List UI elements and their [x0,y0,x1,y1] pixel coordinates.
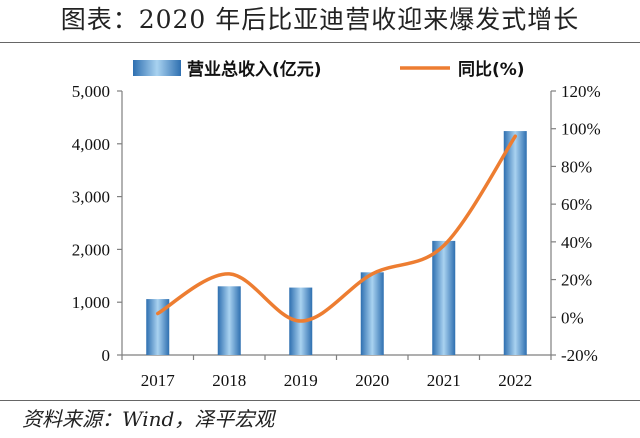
legend-bar-label: 营业总收入(亿元) [187,59,322,80]
x-tick-label: 2017 [141,371,176,390]
right-tick-label: -20% [561,346,598,365]
title-divider [0,42,640,43]
revenue-bar [217,286,241,355]
left-tick-label: 0 [102,346,111,365]
right-tick-label: 120% [561,82,601,101]
legend-line-label: 同比(%) [458,59,525,80]
right-tick-label: 100% [561,120,601,139]
x-tick-label: 2019 [284,371,318,390]
chart-legend: 营业总收入(亿元) 同比(%) [133,59,525,80]
chart-canvas: 营业总收入(亿元) 同比(%) 0 1,000 2,000 3,000 4,000 5,0… [72,59,601,390]
x-tick-label: 2022 [498,371,532,390]
revenue-bar [360,272,384,355]
legend-bar-swatch [133,60,181,76]
source-divider [0,400,640,401]
left-tick-label: 2,000 [72,240,110,259]
right-tick-label: 0% [561,308,584,327]
right-tick-label: 40% [561,233,592,252]
left-tick-label: 1,000 [72,293,110,312]
revenue-bar [146,299,170,355]
x-tick-label: 2021 [427,371,461,390]
right-tick-label: 60% [561,195,592,214]
left-tick-label: 4,000 [72,135,110,154]
x-tick-label: 2018 [212,371,246,390]
source-note: 资料来源：Wind，泽平宏观 [22,407,275,431]
right-tick-label: 80% [561,157,592,176]
left-tick-label: 5,000 [72,82,110,101]
revenue-bar [503,131,527,355]
x-tick-label: 2020 [355,371,389,390]
yoy-growth-line [156,134,517,323]
chart-title: 图表：2020 年后比亚迪营收迎来爆发式增长 [60,5,580,34]
right-tick-label: 20% [561,271,592,290]
revenue-bar [432,240,456,355]
left-tick-label: 3,000 [72,188,110,207]
